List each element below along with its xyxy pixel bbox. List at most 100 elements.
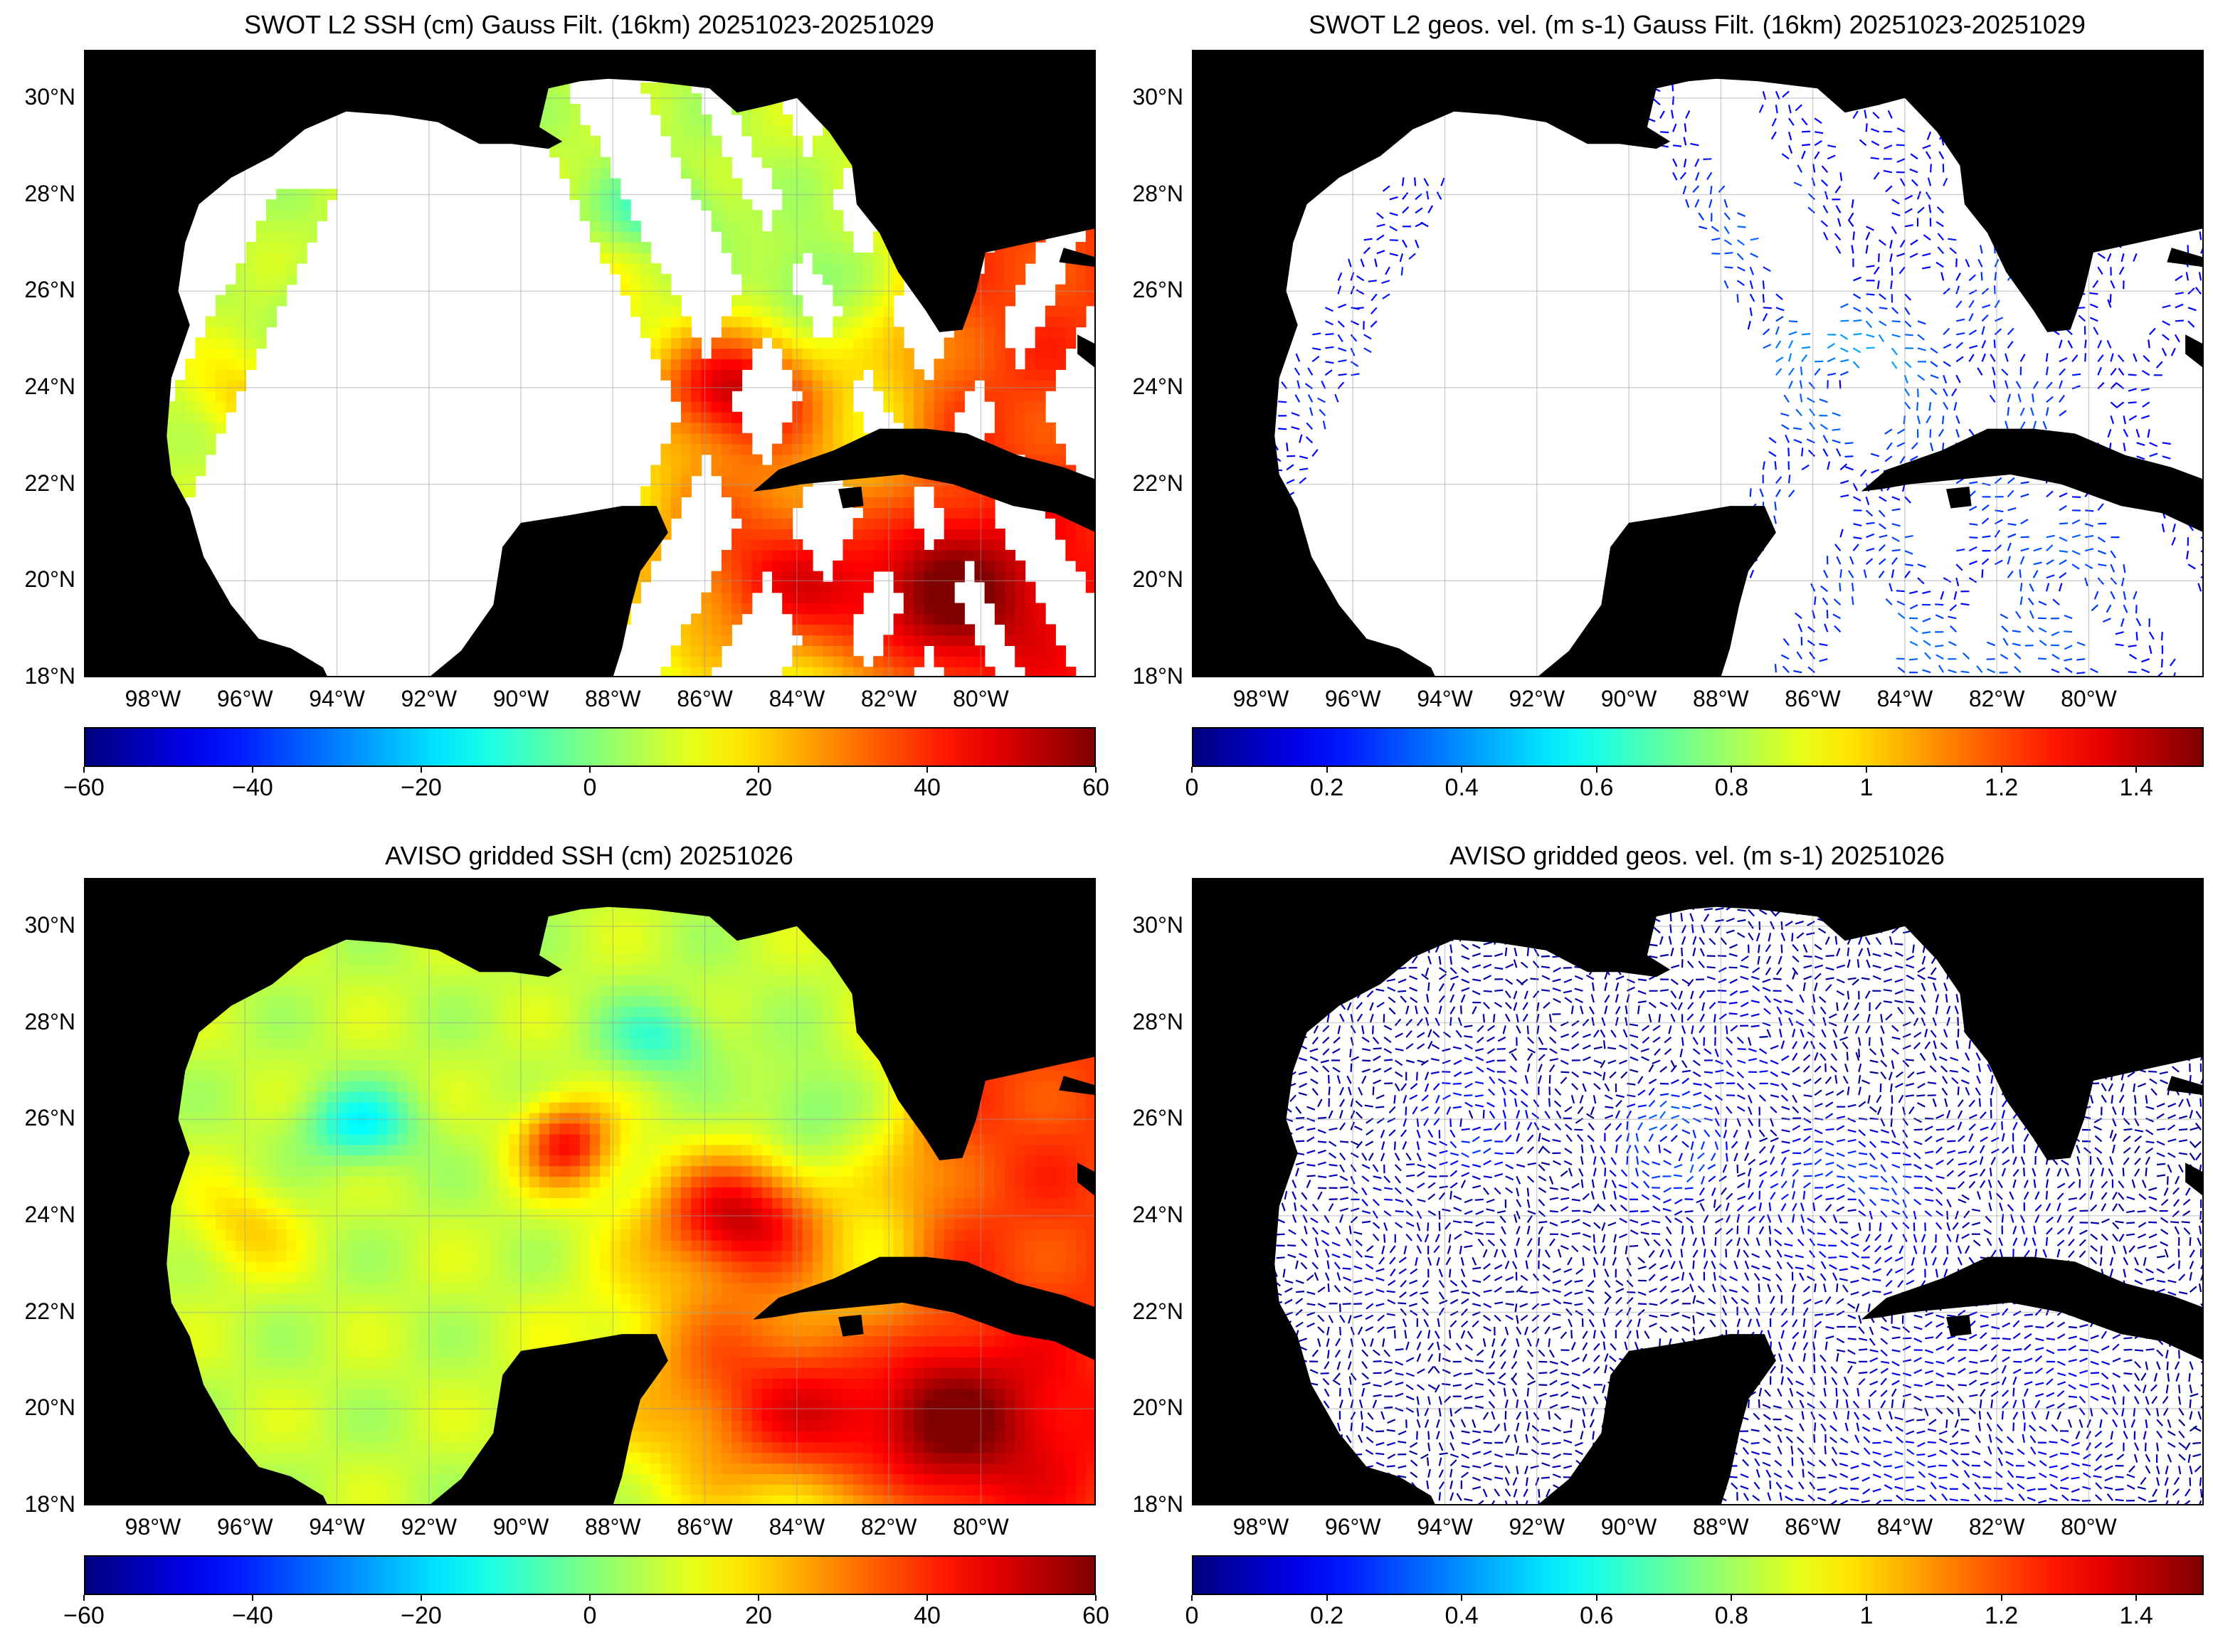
panel-title-aviso-vel: AVISO gridded geos. vel. (m s-1) 2025102… (1449, 841, 1945, 870)
colorbar-tick-mark (2135, 767, 2138, 773)
longitude-label: 94°W (1417, 1514, 1473, 1540)
map-swot-ssh (84, 50, 1096, 677)
colorbar-tick-label: −60 (63, 774, 105, 801)
map-canvas (1192, 50, 2204, 677)
latitude-label: 24°N (1132, 1201, 1184, 1227)
longitude-label: 82°W (860, 1514, 917, 1540)
map-frame (1192, 50, 2204, 677)
colorbar-tick-label: 40 (914, 1602, 941, 1629)
land-yucatan (1536, 1334, 1776, 1505)
colorbar-tick-mark (1731, 1595, 1733, 1601)
land-isla-juventud (838, 487, 864, 509)
land-yucatan (1536, 506, 1776, 677)
colorbar-tick-label: 0.2 (1309, 774, 1344, 801)
colorbar-aviso-ssh (84, 1555, 1096, 1595)
colorbar-tick-mark (2000, 1595, 2002, 1601)
latitude-label: 26°N (24, 1105, 76, 1131)
land-bahamas-south (2185, 1163, 2204, 1197)
colorbar-tick-label: 20 (745, 1602, 772, 1629)
latitude-label: 26°N (24, 277, 76, 303)
map-swot-vel (1192, 50, 2204, 677)
longitude-label: 94°W (309, 1514, 365, 1540)
colorbar-tick-mark (1595, 1595, 1597, 1601)
panel-title-swot-ssh: SWOT L2 SSH (cm) Gauss Filt. (16km) 2025… (244, 10, 934, 39)
colorbar-tick-mark (1461, 767, 1463, 773)
colorbar-tick-mark (1326, 1595, 1328, 1601)
colorbar-tick-label: 0.6 (1580, 774, 1614, 801)
map-canvas (84, 50, 1096, 677)
latitude-label: 22°N (1132, 470, 1184, 496)
colorbar-tick-label: 0.4 (1444, 1602, 1479, 1629)
colorbar-tick-mark (758, 1595, 759, 1601)
land-isla-juventud (1946, 1315, 1972, 1337)
longitude-label: 88°W (1693, 686, 1749, 711)
land-bahamas (2167, 248, 2204, 268)
longitude-label: 84°W (769, 1514, 825, 1540)
longitude-label: 88°W (1693, 1514, 1749, 1540)
latitude-label: 20°N (1132, 566, 1184, 593)
latitude-label: 30°N (24, 911, 76, 938)
longitude-label: 90°W (1600, 1514, 1657, 1540)
latitude-label: 18°N (1132, 1491, 1184, 1517)
longitude-label: 88°W (585, 686, 641, 711)
latitude-label: 24°N (24, 1201, 76, 1227)
land-bahamas-south (1077, 334, 1096, 369)
land-isla-juventud (838, 1315, 864, 1337)
longitude-label: 92°W (1509, 1514, 1565, 1540)
longitude-label: 96°W (1324, 1514, 1381, 1540)
longitude-label: 80°W (2061, 1514, 2117, 1540)
latitude-label: 26°N (1132, 277, 1184, 303)
land-north-america (84, 50, 1096, 677)
longitude-label: 86°W (677, 1514, 733, 1540)
latitude-label: 30°N (1132, 911, 1184, 938)
map-frame (84, 50, 1096, 677)
latitude-label: 22°N (24, 1298, 76, 1324)
colorbar-tick-label: 1.2 (1984, 1602, 2019, 1629)
colorbar-tick-label: 40 (914, 774, 941, 801)
map-canvas (84, 878, 1096, 1505)
longitude-label: 98°W (1232, 1514, 1289, 1540)
colorbar-tick-label: 1 (1859, 1602, 1874, 1629)
longitude-label: 84°W (1876, 1514, 1933, 1540)
longitude-label: 80°W (953, 1514, 1009, 1540)
map-aviso-ssh (84, 878, 1096, 1505)
longitude-label: 84°W (769, 686, 825, 711)
map-aviso-vel (1192, 878, 2204, 1505)
longitude-label: 98°W (125, 686, 181, 711)
land-north-america (1192, 878, 2204, 1505)
colorbar-tick-mark (1191, 1595, 1193, 1601)
longitude-label: 86°W (1785, 1514, 1841, 1540)
colorbar-tick-label: −60 (63, 1602, 105, 1629)
colorbar-tick-label: 1.4 (2119, 774, 2153, 801)
colorbar-tick-mark (1731, 767, 1733, 773)
longitude-label: 92°W (401, 1514, 458, 1540)
colorbar-tick-mark (421, 767, 422, 773)
latitude-label: 20°N (24, 1394, 76, 1421)
colorbar-tick-mark (2000, 767, 2002, 773)
colorbar-tick-label: 0.8 (1714, 774, 1749, 801)
latitude-label: 28°N (1132, 180, 1184, 206)
longitude-label: 92°W (401, 686, 458, 711)
longitude-label: 98°W (125, 1514, 181, 1540)
longitude-label: 90°W (492, 686, 549, 711)
colorbar-swot-ssh (84, 727, 1096, 767)
map-frame (1192, 878, 2204, 1505)
longitude-label: 80°W (2061, 686, 2117, 711)
colorbar-tick-mark (252, 1595, 253, 1601)
longitude-label: 92°W (1509, 686, 1565, 711)
longitude-label: 86°W (1785, 686, 1841, 711)
latitude-label: 28°N (24, 1008, 76, 1034)
colorbar-tick-label: 0 (583, 774, 597, 801)
land-cuba (1861, 1256, 2204, 1361)
longitude-label: 82°W (1968, 686, 2025, 711)
longitude-label: 84°W (1876, 686, 1933, 711)
land-isla-juventud (1946, 487, 1972, 509)
panel-title-swot-vel: SWOT L2 geos. vel. (m s-1) Gauss Filt. (… (1309, 10, 2086, 39)
longitude-label: 96°W (1324, 686, 1381, 711)
colorbar-tick-label: 0.8 (1714, 1602, 1749, 1629)
colorbar-tick-mark (926, 767, 928, 773)
latitude-label: 18°N (1132, 663, 1184, 689)
colorbar-tick-mark (589, 1595, 591, 1601)
longitude-label: 96°W (216, 686, 273, 711)
colorbar-tick-mark (1866, 767, 1867, 773)
